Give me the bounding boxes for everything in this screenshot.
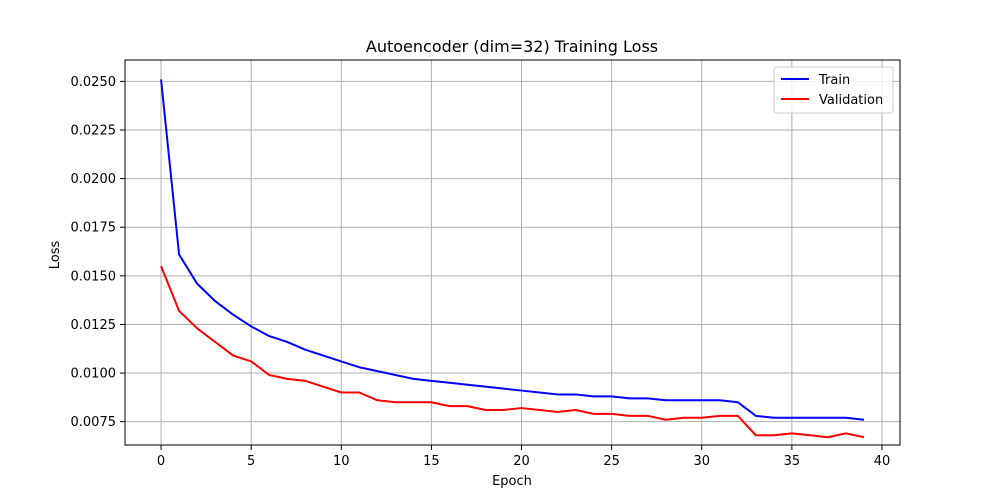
y-tick-label: 0.0225 bbox=[71, 124, 117, 139]
x-tick-label: 5 bbox=[247, 454, 255, 469]
y-tick-label: 0.0175 bbox=[71, 221, 117, 236]
y-axis-label: Loss bbox=[48, 241, 63, 270]
legend-train-label: Train bbox=[818, 73, 850, 88]
legend-validation-label: Validation bbox=[819, 93, 883, 108]
x-tick-label: 30 bbox=[693, 454, 710, 469]
plot-frame bbox=[124, 59, 901, 446]
legend: Train Validation bbox=[773, 66, 894, 114]
chart-title: Autoencoder (dim=32) Training Loss bbox=[366, 37, 658, 56]
x-tick-label: 20 bbox=[513, 454, 530, 469]
x-tick-label: 35 bbox=[784, 454, 801, 469]
x-tick-label: 10 bbox=[333, 454, 350, 469]
y-tick-label: 0.0100 bbox=[71, 367, 117, 382]
y-tick-label: 0.0200 bbox=[71, 172, 117, 187]
x-tick-label: 15 bbox=[423, 454, 440, 469]
x-tick-label: 25 bbox=[603, 454, 620, 469]
x-tick-label: 0 bbox=[157, 454, 165, 469]
y-tick-label: 0.0075 bbox=[71, 415, 117, 430]
validation-loss-line bbox=[160, 265, 865, 439]
y-axis: 0.0075 0.0100 0.0125 0.0150 0.0175 0.0200 0.02… bbox=[71, 75, 125, 430]
train-loss-line bbox=[160, 79, 865, 421]
x-axis: 0 5 10 15 20 25 30 35 40 bbox=[157, 445, 890, 469]
y-tick-label: 0.0150 bbox=[71, 269, 117, 284]
y-tick-label: 0.0125 bbox=[71, 318, 117, 333]
series-lines bbox=[160, 79, 865, 439]
grid bbox=[125, 60, 900, 445]
x-axis-label: Epoch bbox=[492, 474, 532, 489]
y-tick-label: 0.0250 bbox=[71, 75, 117, 90]
x-tick-label: 40 bbox=[874, 454, 891, 469]
